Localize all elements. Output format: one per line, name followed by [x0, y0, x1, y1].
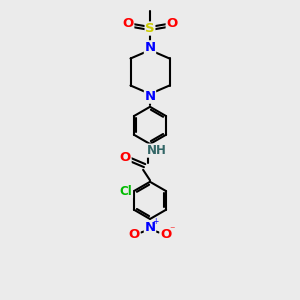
Text: O: O: [120, 151, 131, 164]
Text: O: O: [166, 17, 178, 31]
Text: O: O: [129, 227, 140, 241]
Text: ⁻: ⁻: [169, 225, 175, 236]
Text: N: N: [144, 220, 156, 234]
Text: +: +: [152, 218, 159, 226]
Text: Cl: Cl: [120, 184, 133, 198]
Text: N: N: [144, 41, 156, 54]
Text: S: S: [145, 22, 155, 35]
Text: NH: NH: [147, 144, 166, 157]
Text: O: O: [122, 17, 134, 31]
Text: N: N: [144, 90, 156, 103]
Text: O: O: [160, 227, 171, 241]
